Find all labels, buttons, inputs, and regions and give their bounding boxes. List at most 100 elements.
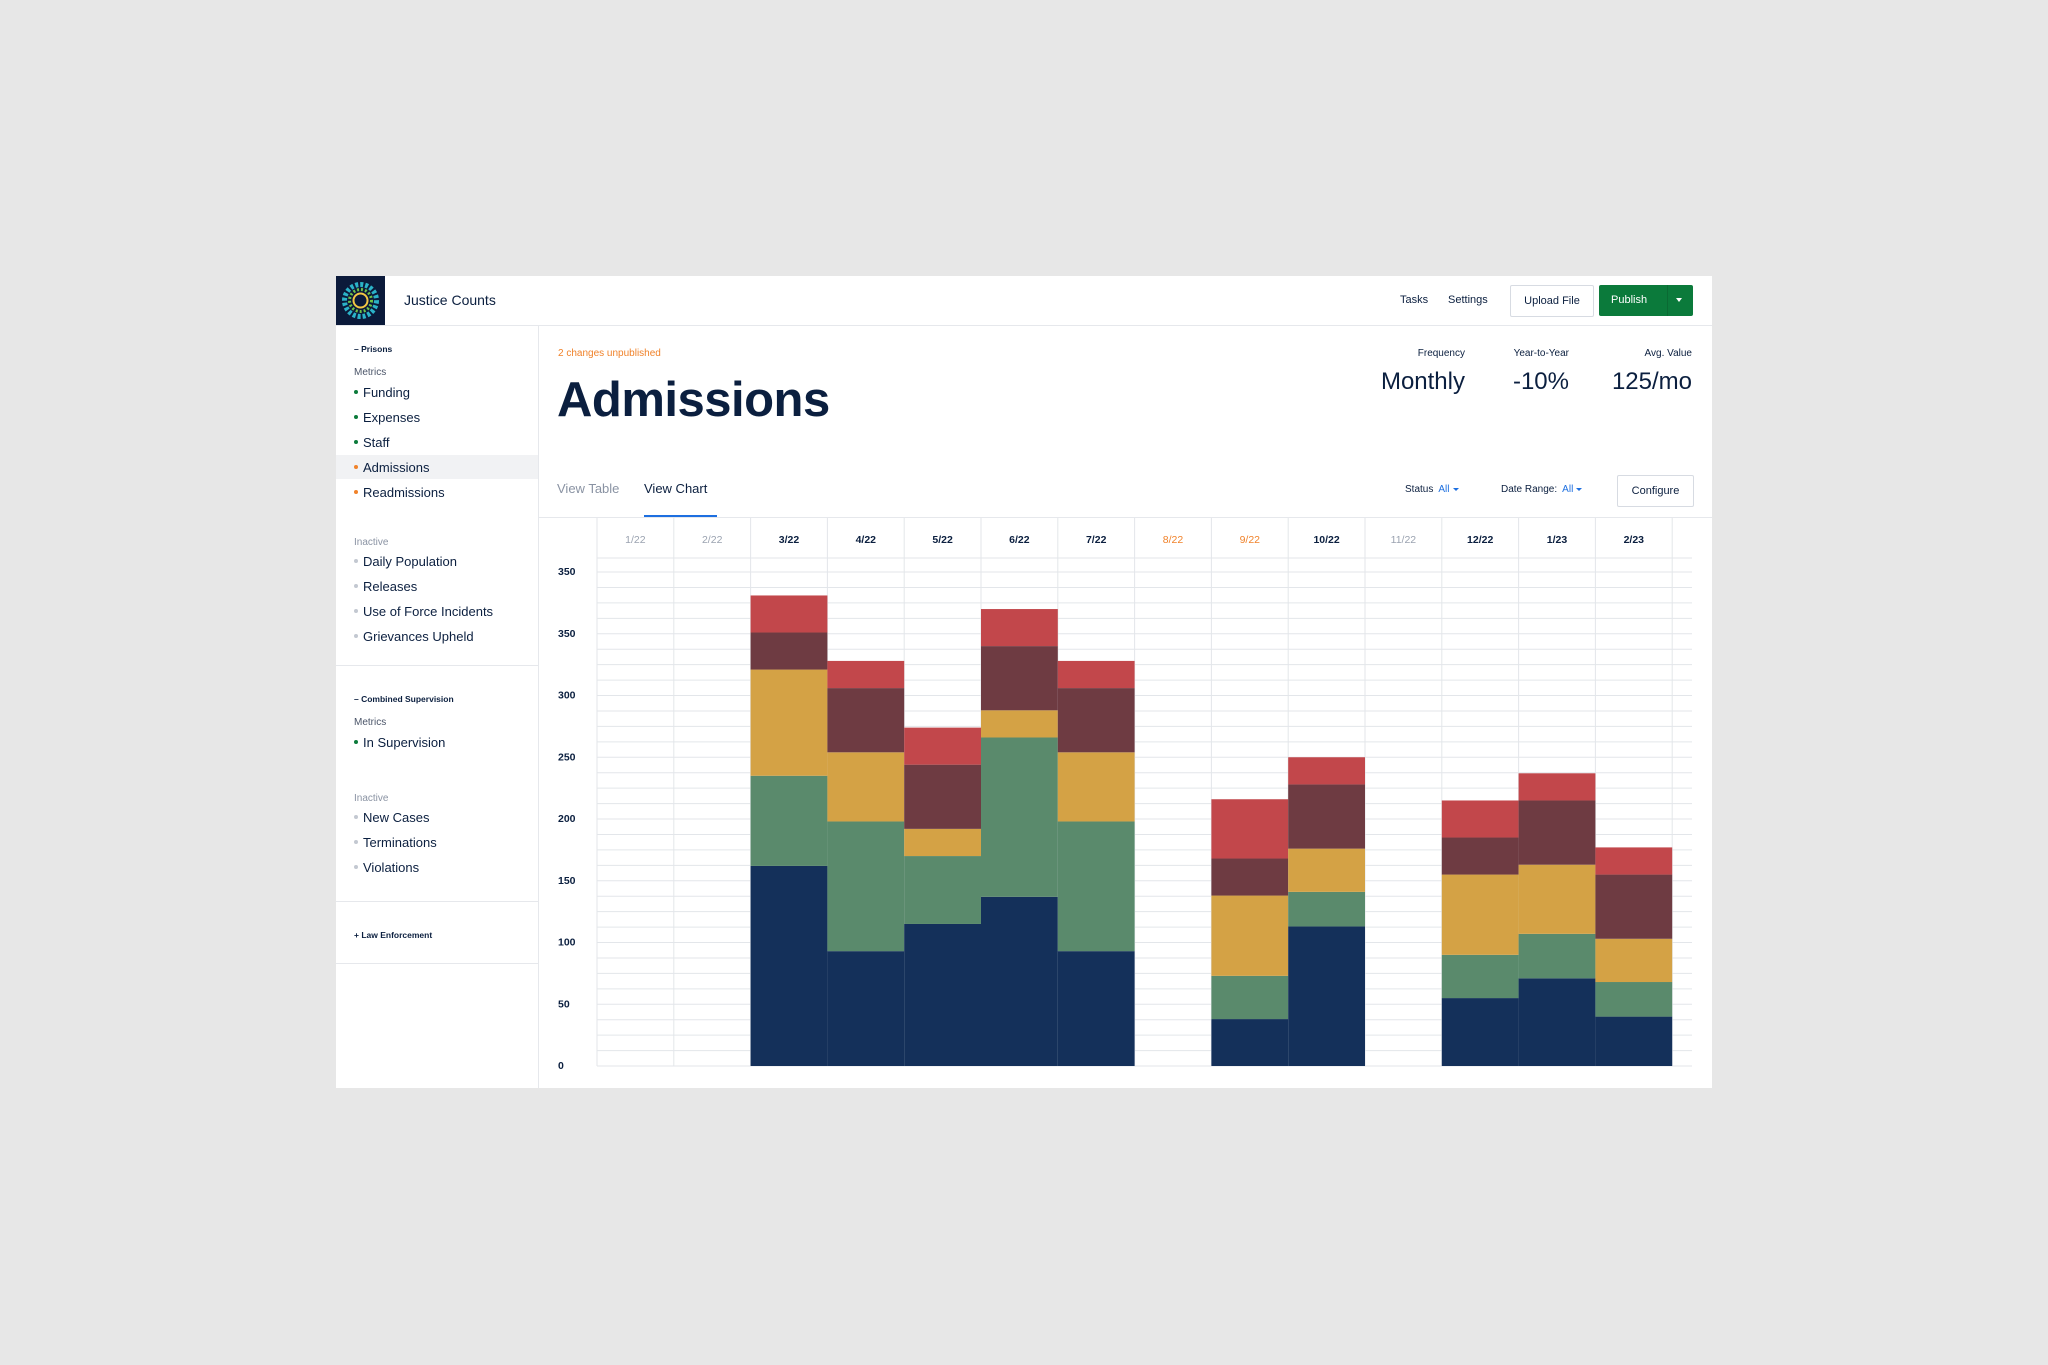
bar-segment-2-23-s2 [1595,938,1673,983]
bar-segment-4-22-s2 [827,752,905,822]
sidebar-item-new-cases[interactable]: New Cases [336,805,538,829]
metrics-group-label: Metrics [354,717,387,728]
sidebar-item-label: Releases [363,579,418,594]
sidebar-item-admissions[interactable]: Admissions [336,455,538,479]
inactive-status-dot [354,865,358,869]
section-divider [336,665,538,666]
top-bar: Justice Counts Tasks Settings Upload Fil… [336,276,1712,326]
page-title: Admissions [557,373,830,427]
column-header-12-22: 12/22 [1467,534,1493,546]
bar-segment-5-22-s1 [904,856,981,924]
bar-segment-9-22-s4 [1211,799,1289,859]
sidebar-item-label: Funding [363,385,410,400]
section-toggle-combined-supervision[interactable]: – Combined Supervision [354,694,454,704]
bar-segment-1-23-s0 [1518,978,1596,1066]
sidebar-item-label: In Supervision [363,735,446,750]
stat-value-year-to-year: -10% [1512,368,1569,395]
column-header-2-22: 2/22 [702,534,723,546]
inactive-status-dot [354,584,358,588]
sidebar-item-violations[interactable]: Violations [336,855,538,879]
column-header-6-22: 6/22 [1009,534,1030,546]
status-filter[interactable]: Status All [1405,484,1459,495]
bar-segment-12-22-s2 [1441,874,1519,955]
date-range-filter-value: All [1562,484,1574,495]
sidebar-item-readmissions[interactable]: Readmissions [336,480,538,504]
sidebar-item-label: Grievances Upheld [363,629,474,644]
column-header-9-22: 9/22 [1240,534,1261,546]
y-tick-label: 350 [558,566,576,578]
bar-segment-5-22-s2 [904,828,981,857]
date-range-filter-label: Date Range: [1501,484,1558,495]
section-divider [336,963,538,964]
settings-link[interactable]: Settings [1448,294,1488,306]
bar-segment-12-22-s1 [1441,954,1519,999]
unpublished-status-dot [354,465,358,469]
bar-segment-9-22-s2 [1211,895,1289,976]
bar-segment-4-22-s3 [827,688,905,753]
sidebar-item-daily-population[interactable]: Daily Population [336,549,538,573]
sidebar-item-grievances-upheld[interactable]: Grievances Upheld [336,624,538,648]
bar-segment-3-22-s4 [750,595,828,633]
bar-segment-3-22-s2 [750,669,828,776]
tasks-link[interactable]: Tasks [1400,294,1429,306]
sidebar-item-terminations[interactable]: Terminations [336,830,538,854]
section-toggle-prisons[interactable]: – Prisons [354,344,393,354]
bar-segment-5-22-s0 [904,923,981,1066]
sidebar-item-staff[interactable]: Staff [336,430,538,454]
sidebar-item-use-of-force[interactable]: Use of Force Incidents [336,599,538,623]
sidebar-item-label: Daily Population [363,554,457,569]
sidebar-item-label: Expenses [363,410,421,425]
sidebar: – Prisons Metrics Funding Expenses Staff… [336,326,539,1088]
tab-view-chart[interactable]: View Chart [644,481,708,496]
justice-counts-logo[interactable] [336,276,385,325]
upload-file-button[interactable]: Upload File [1510,285,1594,317]
sidebar-item-funding[interactable]: Funding [336,380,538,404]
unpublished-changes-note[interactable]: 2 changes unpublished [558,348,661,359]
bar-segment-10-22-s2 [1288,848,1365,892]
sidebar-item-label: Violations [363,860,420,875]
app-window: Justice Counts Tasks Settings Upload Fil… [336,276,1712,1088]
status-filter-label: Status [1405,484,1434,495]
admissions-stacked-bar-chart: 1/22 2/22 3/22 4/22 5/22 6/22 7/22 8/22 9/22 10/2… [558,518,1692,1072]
column-header-5-22: 5/22 [932,534,953,546]
inactive-status-dot [354,609,358,613]
date-range-filter[interactable]: Date Range: All [1501,484,1583,495]
section-divider [336,901,538,902]
bar-segment-1-23-s1 [1518,933,1596,979]
sidebar-item-releases[interactable]: Releases [336,574,538,598]
bar-segment-2-23-s4 [1595,847,1673,875]
stat-value-avg-value: 125/mo [1611,368,1692,395]
bar-segment-7-22-s3 [1057,688,1135,753]
sidebar-item-expenses[interactable]: Expenses [336,405,538,429]
publish-button[interactable]: Publish [1599,285,1693,316]
inactive-group-label: Inactive [354,793,389,804]
bar-segment-2-23-s0 [1595,1016,1673,1066]
inactive-group-label: Inactive [354,537,389,548]
bar-segment-6-22-s1 [981,737,1058,897]
stat-value-frequency: Monthly [1380,368,1465,395]
chevron-down-icon[interactable] [1676,298,1682,302]
chevron-down-icon [1576,487,1583,491]
publish-button-label: Publish [1611,294,1648,306]
y-tick-label: 250 [558,751,576,763]
tab-view-table[interactable]: View Table [557,481,620,496]
active-tab-indicator [644,515,717,517]
sidebar-item-label: Staff [363,435,390,450]
stat-label-avg-value: Avg. Value [1644,348,1692,359]
sidebar-item-label: Admissions [363,460,430,475]
section-toggle-law-enforcement[interactable]: + Law Enforcement [354,930,433,940]
column-header-8-22: 8/22 [1163,534,1184,546]
bar-segment-6-22-s0 [981,896,1058,1066]
sidebar-item-label: Use of Force Incidents [363,604,494,619]
bar-segment-10-22-s4 [1288,757,1365,785]
column-header-11-22: 11/22 [1391,534,1417,546]
sidebar-item-in-supervision[interactable]: In Supervision [336,730,538,754]
bar-segment-2-23-s3 [1595,874,1673,939]
published-status-dot [354,440,358,444]
bar-segment-12-22-s3 [1441,837,1519,875]
configure-button[interactable]: Configure [1617,475,1694,507]
inactive-status-dot [354,559,358,563]
column-header-7-22: 7/22 [1086,534,1107,546]
stat-label-year-to-year: Year-to-Year [1513,348,1569,359]
bar-segment-7-22-s4 [1057,660,1135,689]
